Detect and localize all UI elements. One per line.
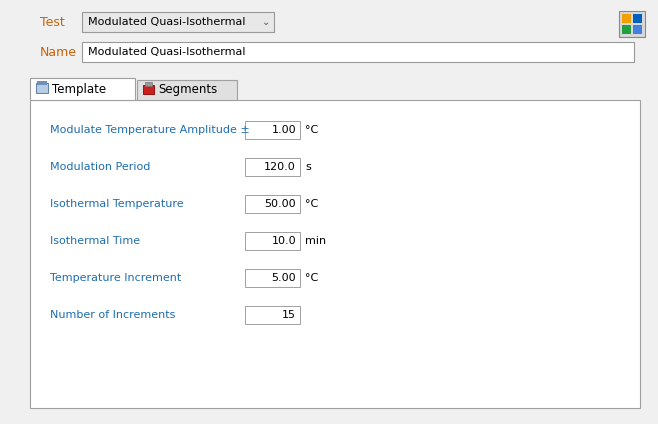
Text: 5.00: 5.00 (271, 273, 296, 283)
Text: Template: Template (52, 83, 106, 95)
Text: Temperature Increment: Temperature Increment (50, 273, 181, 283)
Text: ⌄: ⌄ (262, 17, 270, 27)
Bar (37, 81, 47, 85)
Text: °C: °C (305, 273, 318, 283)
Text: °C: °C (305, 199, 318, 209)
Text: Isothermal Temperature: Isothermal Temperature (50, 199, 184, 209)
Text: Isothermal Time: Isothermal Time (50, 236, 140, 246)
Bar (633, 25, 642, 34)
Bar (619, 11, 645, 37)
Text: Modulation Period: Modulation Period (50, 162, 151, 172)
Bar (137, 80, 237, 100)
Bar (30, 78, 135, 100)
Text: 1.00: 1.00 (271, 125, 296, 135)
Text: s: s (305, 162, 311, 172)
Bar (245, 269, 300, 287)
Bar (82, 42, 634, 62)
Bar (245, 158, 300, 176)
Text: Number of Increments: Number of Increments (50, 310, 176, 320)
Text: 10.0: 10.0 (271, 236, 296, 246)
Bar (622, 14, 631, 23)
Text: Name: Name (40, 45, 77, 59)
Bar (30, 100, 640, 408)
Text: Modulate Temperature Amplitude ±: Modulate Temperature Amplitude ± (50, 125, 250, 135)
Bar (245, 232, 300, 250)
Text: min: min (305, 236, 326, 246)
Text: Modulated Quasi-Isothermal: Modulated Quasi-Isothermal (88, 17, 245, 27)
Bar (143, 85, 154, 94)
Text: 50.00: 50.00 (265, 199, 296, 209)
Bar (633, 14, 642, 23)
Text: Test: Test (40, 16, 64, 28)
Bar (622, 25, 631, 34)
Bar (145, 82, 152, 86)
Bar (36, 83, 48, 93)
Bar (82, 12, 274, 32)
Text: 15: 15 (282, 310, 296, 320)
Bar (245, 121, 300, 139)
Bar (245, 306, 300, 324)
Text: Segments: Segments (158, 84, 217, 97)
Text: 120.0: 120.0 (265, 162, 296, 172)
Bar (245, 195, 300, 213)
Text: °C: °C (305, 125, 318, 135)
Text: Modulated Quasi-Isothermal: Modulated Quasi-Isothermal (88, 47, 245, 57)
